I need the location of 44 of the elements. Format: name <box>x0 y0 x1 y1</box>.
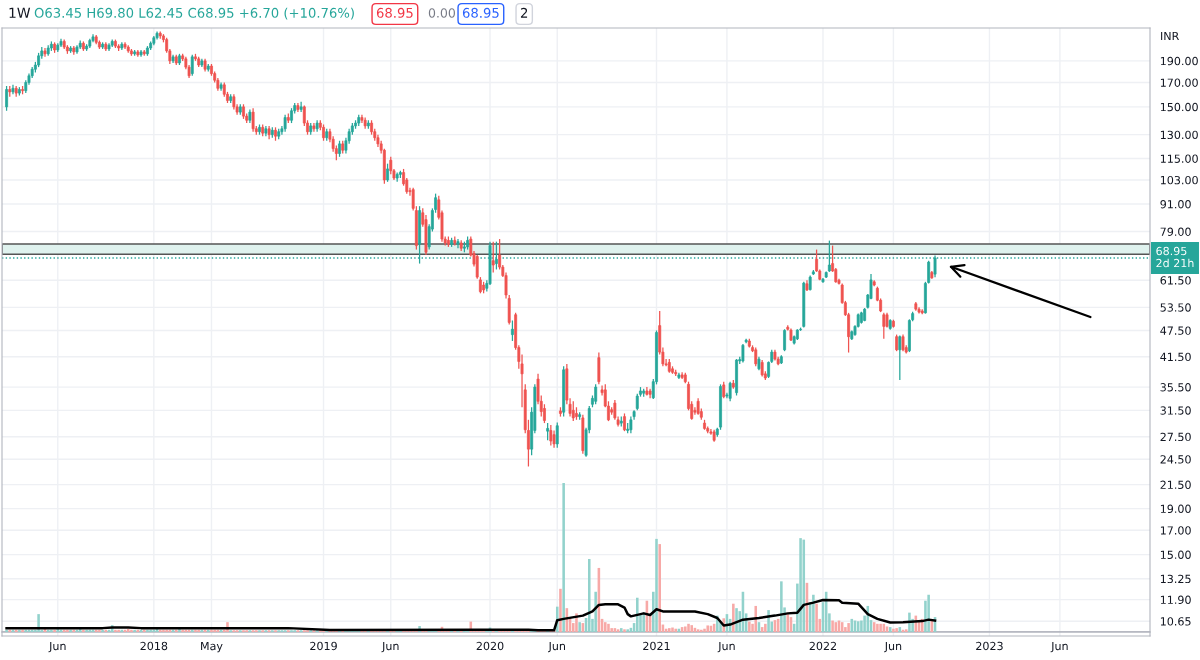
x-tick-label: May <box>201 641 223 653</box>
y-tick-label: 19.00 <box>1160 504 1191 514</box>
ref-line-label: 68.95 2d 21h <box>1156 246 1194 268</box>
y-tick-label: 27.50 <box>1160 432 1191 442</box>
y-tick-label: 150.00 <box>1160 102 1198 112</box>
y-tick-label: 10.65 <box>1160 617 1191 626</box>
y-tick-label: 130.00 <box>1160 130 1198 140</box>
x-tick-label: Jun <box>1050 641 1068 653</box>
y-tick-label: 79.00 <box>1160 227 1191 236</box>
y-tick-label: 21.50 <box>1160 480 1191 489</box>
y-tick-label: 13.25 <box>1160 574 1191 584</box>
text: O63.45 H69.80 L62.45 C68.95 +6.70 (+10.76%) <box>34 7 354 20</box>
text: 2 <box>520 7 528 18</box>
x-tick-label: 2020 <box>476 641 504 651</box>
y-tick-label: 190.00 <box>1160 56 1198 66</box>
y-tick-label: 15.00 <box>1160 550 1191 559</box>
y-axis-title: INR <box>1161 31 1179 41</box>
y-tick-label: 91.00 <box>1160 200 1191 209</box>
text: 1W <box>9 7 31 18</box>
text: 68.95 <box>462 7 499 18</box>
x-tick-label: Jun <box>381 641 399 653</box>
y-tick-label: 11.90 <box>1160 595 1191 605</box>
text: 0.00 <box>428 8 455 18</box>
x-tick-label: 2023 <box>976 641 1003 651</box>
x-tick-label: Jun <box>48 641 66 653</box>
y-tick-label: 61.50 <box>1160 276 1191 285</box>
y-tick-label: 31.50 <box>1160 406 1191 415</box>
y-tick-label: 115.00 <box>1160 154 1198 163</box>
y-tick-label: 53.50 <box>1160 303 1191 312</box>
y-tick-label: 35.50 <box>1160 383 1191 392</box>
y-tick-label: 41.50 <box>1160 352 1191 362</box>
x-tick-label: 2019 <box>310 641 337 651</box>
y-tick-label: 47.50 <box>1160 326 1191 335</box>
x-tick-label: 2022 <box>809 641 837 651</box>
text: 68.95 <box>376 7 413 18</box>
x-tick-label: Jun <box>717 641 735 653</box>
x-tick-label: Jun <box>884 641 902 653</box>
x-tick-label: 2021 <box>643 641 670 651</box>
y-tick-label: 24.50 <box>1160 455 1191 464</box>
y-tick-label: 170.00 <box>1160 78 1198 87</box>
x-tick-label: 2018 <box>140 641 168 651</box>
y-tick-label: 17.00 <box>1160 526 1191 535</box>
x-tick-label: Jun <box>547 641 565 653</box>
y-tick-label: 103.00 <box>1160 175 1198 185</box>
